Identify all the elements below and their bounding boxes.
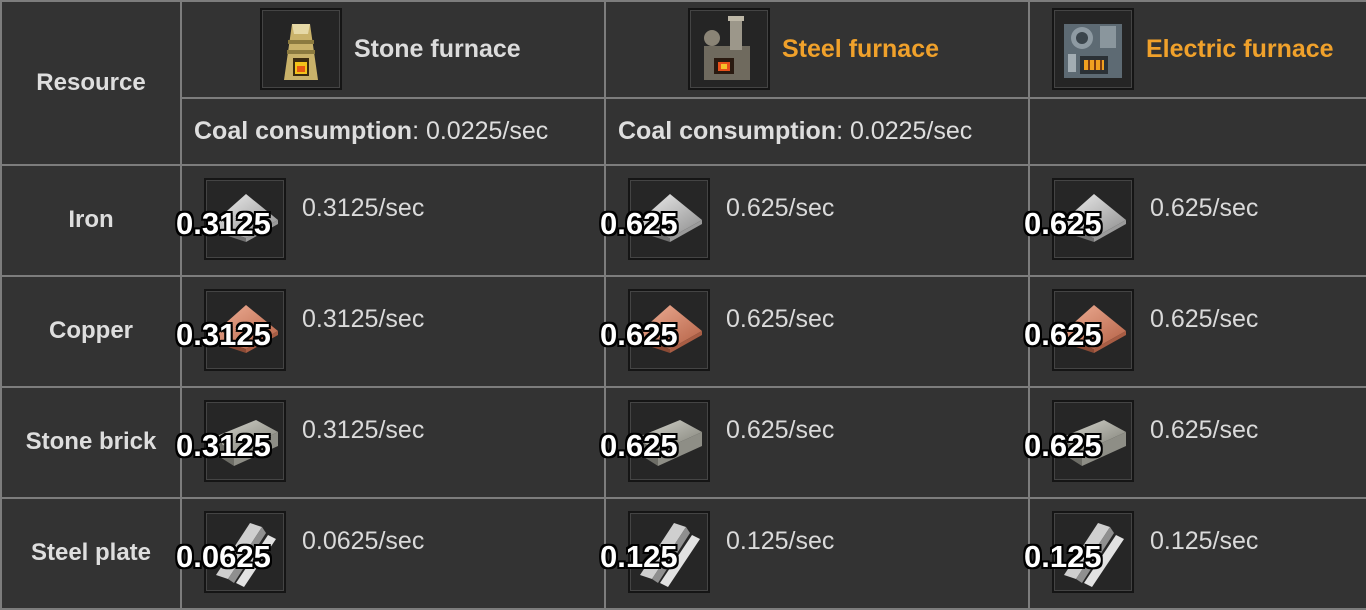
output-quantity: 0.0625 [176,538,271,574]
output-rate: 0.3125/sec [302,193,425,222]
output-quantity: 0.3125 [176,316,271,352]
resource-label: Steel plate [0,496,182,610]
output-quantity: 0.625 [1024,205,1102,241]
steel-furnace-header: Steel furnace [604,0,1030,99]
steel-furnace-coal-cell: Coal consumption: 0.0225/sec [604,96,1030,166]
stone-furnace-icon [260,8,342,91]
resource-label: Stone brick [0,385,182,499]
steel-plate-icon [204,510,286,593]
output-cell: 0.3125 0.3125/sec [176,274,606,388]
output-rate: 0.625/sec [726,193,835,222]
coal-consumption-text: Coal consumption: 0.0225/sec [182,117,604,146]
electric-furnace-name: Electric furnace [1146,34,1334,63]
output-cell: 0.625 0.625/sec [1024,274,1366,388]
output-cell: 0.3125 0.3125/sec [176,385,606,499]
resource-header-label: Resource [36,68,146,96]
output-rate: 0.3125/sec [302,415,425,444]
copper-plate-icon [204,288,286,371]
resource-label: Iron [0,163,182,277]
steel-plate-icon [628,510,710,593]
table-row: Stone brick 0.3125 0.3125/sec 0.625 0.62… [0,385,1366,499]
output-rate: 0.625/sec [726,415,835,444]
output-cell: 0.125 0.125/sec [600,496,1030,610]
output-cell: 0.625 0.625/sec [1024,163,1366,277]
electric-furnace-icon [1052,8,1134,91]
resource-label: Copper [0,274,182,388]
output-rate: 0.625/sec [726,304,835,333]
output-cell: 0.0625 0.0625/sec [176,496,606,610]
output-rate: 0.3125/sec [302,304,425,333]
coal-consumption-value: : 0.0225/sec [412,116,549,145]
coal-consumption-label: Coal consumption [618,116,837,145]
output-quantity: 0.3125 [176,205,271,241]
steel-plate-icon [1052,510,1134,593]
steel-furnace-icon [688,8,770,91]
output-rate: 0.625/sec [1150,415,1259,444]
copper-plate-icon [1052,288,1134,371]
output-rate: 0.625/sec [1150,193,1259,222]
output-quantity: 0.625 [1024,427,1102,463]
output-quantity: 0.3125 [176,427,271,463]
coal-consumption-value: : 0.0225/sec [836,116,973,145]
output-cell: 0.125 0.125/sec [1024,496,1366,610]
output-quantity: 0.125 [1024,538,1102,574]
steel-furnace-name: Steel furnace [782,34,940,63]
coal-consumption-text: Coal consumption: 0.0225/sec [606,117,1028,146]
electric-furnace-coal-cell [1028,96,1366,166]
output-quantity: 0.625 [600,205,678,241]
coal-consumption-label: Coal consumption [194,116,413,145]
iron-plate-icon [204,177,286,260]
output-cell: 0.625 0.625/sec [600,274,1030,388]
output-quantity: 0.125 [600,538,678,574]
iron-plate-icon [628,177,710,260]
output-rate: 0.625/sec [1150,304,1259,333]
copper-plate-icon [628,288,710,371]
stone-brick-icon [204,399,286,482]
output-cell: 0.3125 0.3125/sec [176,163,606,277]
stone-furnace-header: Stone furnace [180,0,606,99]
stone-brick-icon [628,399,710,482]
output-cell: 0.625 0.625/sec [600,163,1030,277]
output-quantity: 0.625 [600,316,678,352]
output-cell: 0.625 0.625/sec [1024,385,1366,499]
output-quantity: 0.625 [600,427,678,463]
table-row: Steel plate 0.0625 0.0625/sec 0.125 0.12… [0,496,1366,610]
stone-brick-icon [1052,399,1134,482]
resource-column-header: Resource [0,0,182,166]
electric-furnace-header: Electric furnace [1028,0,1366,99]
stone-furnace-name: Stone furnace [354,34,521,63]
output-cell: 0.625 0.625/sec [600,385,1030,499]
output-quantity: 0.625 [1024,316,1102,352]
output-rate: 0.0625/sec [302,526,425,555]
table-row: Iron 0.3125 0.3125/sec 0.625 0.625/sec 0… [0,163,1366,277]
iron-plate-icon [1052,177,1134,260]
table-row: Copper 0.3125 0.3125/sec 0.625 0.625/sec… [0,274,1366,388]
stone-furnace-coal-cell: Coal consumption: 0.0225/sec [180,96,606,166]
output-rate: 0.125/sec [1150,526,1259,555]
output-rate: 0.125/sec [726,526,835,555]
